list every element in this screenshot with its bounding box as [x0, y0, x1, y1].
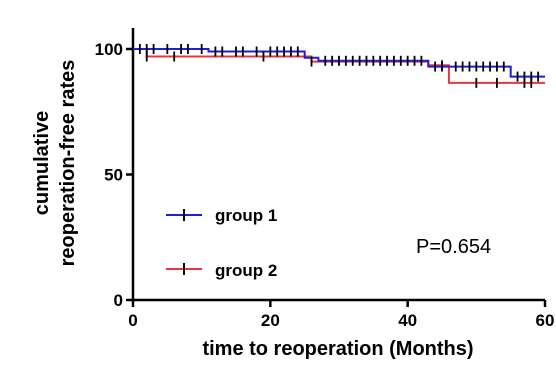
legend-label-group-2: group 2 [215, 261, 277, 280]
y-tick-label-0: 0 [114, 291, 123, 310]
axes [131, 28, 545, 302]
x-tick-label-3: 60 [536, 311, 555, 330]
y-axis-title-line1: cumulative [31, 111, 53, 215]
p-value-annotation: P=0.654 [416, 236, 491, 258]
ticks: 0 20 40 60 0 50 100 [95, 40, 555, 330]
y-axis-title-line2: reoperation-free rates [57, 60, 79, 267]
curve-group-1 [133, 48, 545, 78]
y-tick-label-1: 50 [104, 166, 123, 185]
y-tick-label-2: 100 [95, 40, 123, 59]
legend: group 1 group 2 [166, 206, 277, 280]
legend-label-group-1: group 1 [215, 206, 277, 225]
x-tick-label-2: 40 [398, 311, 417, 330]
censor-marks [138, 44, 540, 88]
x-tick-label-0: 0 [128, 311, 137, 330]
x-axis-title: time to reoperation (Months) [202, 338, 473, 360]
x-tick-label-1: 20 [261, 311, 280, 330]
